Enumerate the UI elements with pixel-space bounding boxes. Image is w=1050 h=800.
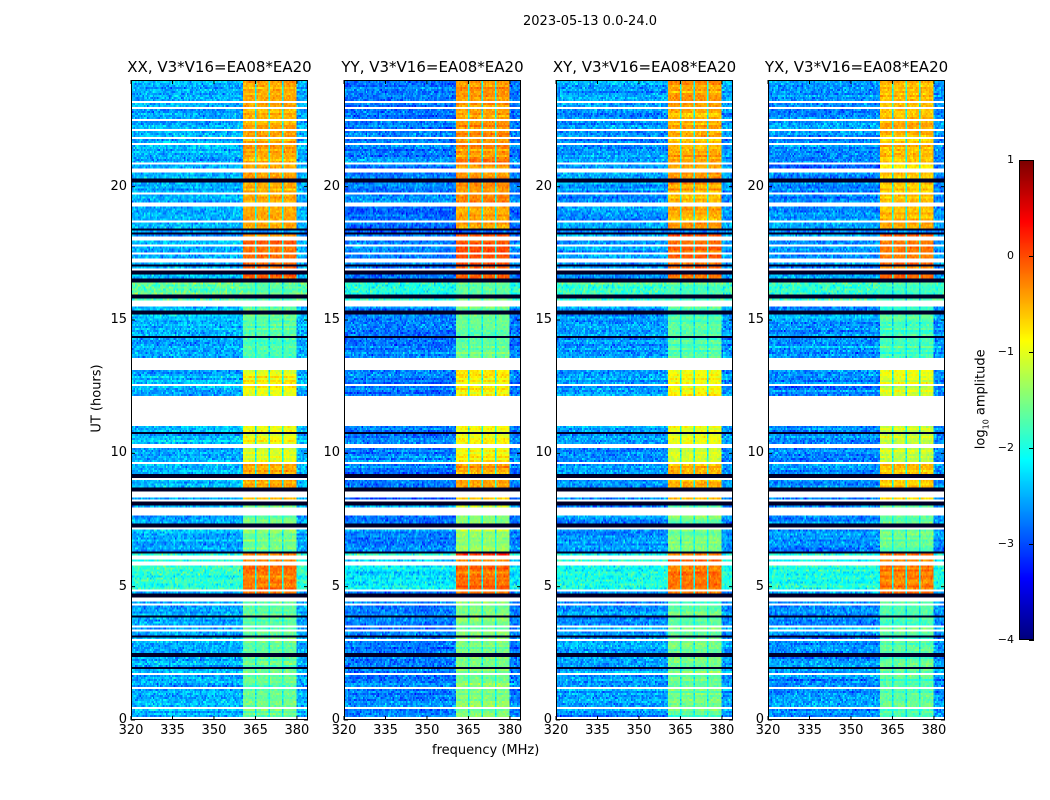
- x-tick-label: 335: [373, 723, 398, 738]
- colorbar-tick-mark: [1029, 640, 1034, 641]
- x-tick-label: 350: [626, 723, 652, 738]
- x-tick-label: 320: [543, 723, 569, 738]
- heatmap-panel-yx: [768, 80, 945, 720]
- x-axis-label: frequency (MHz): [432, 743, 540, 758]
- x-tick-label: 320: [755, 723, 781, 738]
- colorbar-label: log10 amplitude: [974, 339, 991, 459]
- y-tick-label: 0: [755, 712, 764, 727]
- figure-title: 2023-05-13 0.0-24.0: [523, 14, 657, 29]
- x-tick-label: 335: [585, 723, 610, 738]
- x-tick-label: 365: [880, 723, 905, 738]
- x-tick-label: 380: [284, 723, 310, 738]
- y-axis-label: UT (hours): [89, 364, 105, 433]
- panel-title: YY, V3*V16=EA08*EA20: [341, 58, 524, 76]
- y-tick-label: 0: [118, 712, 127, 727]
- y-tick-label: 0: [331, 712, 340, 727]
- x-tick-label: 350: [201, 723, 227, 738]
- heatmap-cells: [769, 81, 944, 719]
- colorbar: [1019, 160, 1034, 640]
- y-tick-label: 10: [110, 445, 127, 461]
- y-tick-label: 10: [747, 445, 764, 461]
- colorbar-tick-label: −1: [997, 345, 1014, 358]
- x-tick-label: 380: [497, 723, 523, 738]
- y-tick-label: 20: [323, 178, 340, 194]
- colorbar-tick-mark: [1029, 160, 1034, 161]
- y-tick-label: 10: [323, 445, 340, 461]
- y-tick-label: 20: [110, 178, 127, 194]
- heatmap-cells: [345, 81, 520, 719]
- x-tick-label: 380: [921, 723, 947, 738]
- y-tick-label: 10: [535, 445, 552, 461]
- colorbar-label-sub: 10: [981, 419, 991, 430]
- heatmap-panel-xy: [556, 80, 733, 720]
- panel-title: XX, V3*V16=EA08*EA20: [127, 58, 312, 76]
- heatmap-panel-xx: [131, 80, 308, 720]
- colorbar-tick-mark: [1029, 352, 1034, 353]
- colorbar-tick-mark: [1029, 448, 1034, 449]
- colorbar-tick-mark: [1029, 256, 1034, 257]
- x-tick-label: 335: [797, 723, 822, 738]
- y-tick-label: 5: [331, 578, 340, 594]
- x-tick-label: 350: [414, 723, 440, 738]
- colorbar-tick-label: −2: [997, 441, 1014, 454]
- x-tick-label: 365: [243, 723, 268, 738]
- heatmap-panel-yy: [344, 80, 521, 720]
- y-tick-label: 15: [747, 312, 764, 327]
- x-tick-label: 380: [709, 723, 735, 738]
- y-tick-label: 20: [535, 178, 552, 194]
- colorbar-tick-label: −4: [997, 633, 1014, 646]
- colorbar-label-rest: amplitude: [973, 349, 989, 420]
- x-tick-label: 350: [838, 723, 864, 738]
- x-tick-label: 335: [160, 723, 185, 738]
- colorbar-tick-label: −3: [997, 537, 1014, 550]
- y-tick-label: 5: [755, 578, 764, 594]
- x-tick-label: 320: [331, 723, 357, 738]
- colorbar-label-log: log: [973, 429, 989, 450]
- y-tick-label: 15: [323, 312, 340, 327]
- panel-title: XY, V3*V16=EA08*EA20: [552, 58, 737, 76]
- panel-title: YX, V3*V16=EA08*EA20: [764, 58, 949, 76]
- colorbar-tick-label: 1: [1007, 153, 1014, 166]
- y-tick-label: 0: [543, 712, 552, 727]
- colorbar-tick-label: 0: [1007, 249, 1014, 262]
- x-tick-label: 320: [118, 723, 144, 738]
- y-tick-label: 15: [535, 312, 552, 327]
- y-tick-label: 15: [110, 312, 127, 327]
- x-tick-label: 365: [456, 723, 481, 738]
- heatmap-cells: [557, 81, 732, 719]
- y-tick-label: 5: [543, 578, 552, 594]
- colorbar-tick-mark: [1029, 544, 1034, 545]
- x-tick-label: 365: [668, 723, 693, 738]
- y-tick-label: 20: [747, 178, 764, 194]
- y-tick-label: 5: [118, 578, 127, 594]
- heatmap-cells: [132, 81, 307, 719]
